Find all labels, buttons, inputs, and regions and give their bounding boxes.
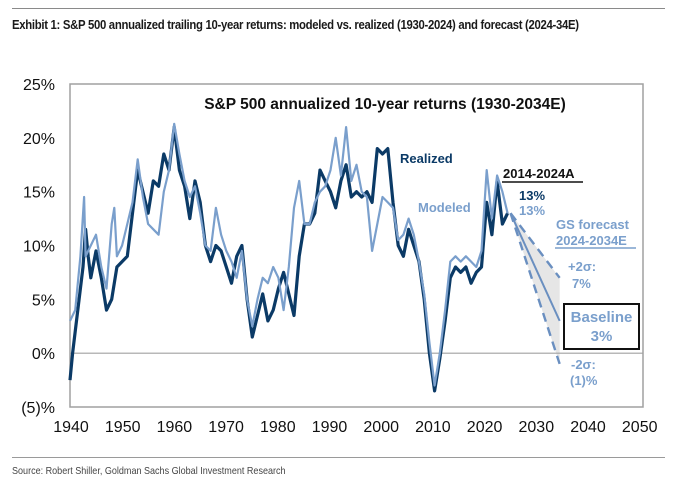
x-tick-label: 2000 (363, 419, 399, 436)
modeled-series-line (69, 122, 509, 387)
exhibit-title: Exhibit 1: S&P 500 annualized trailing 1… (12, 17, 579, 32)
x-tick-label: 2020 (467, 419, 503, 436)
x-tick-label: 1950 (105, 419, 141, 436)
bottom-rule (12, 457, 665, 458)
forecast-band (510, 213, 560, 364)
top-rule (12, 8, 665, 9)
x-tick-label: 2010 (415, 419, 451, 436)
x-tick-label: 1940 (53, 419, 89, 436)
forecast-label: GS forecast (556, 217, 630, 232)
x-tick-label: 2040 (570, 419, 606, 436)
x-tick-label: 1980 (260, 419, 296, 436)
baseline-box (563, 303, 640, 350)
baseline-label: Baseline (571, 309, 633, 326)
plot-frame (69, 83, 644, 408)
modeled-label: Modeled (418, 200, 471, 215)
modeled-value: 13% (519, 203, 545, 218)
plus2-value: 7% (572, 276, 591, 291)
period-label: 2014-2024A (503, 166, 575, 181)
y-tick-label: 20% (23, 131, 55, 148)
chart-title: S&P 500 annualized 10-year returns (1930… (204, 96, 566, 113)
realized-label: Realized (400, 151, 453, 166)
y-tick-label: (5)% (21, 400, 55, 417)
source-note: Source: Robert Shiller, Goldman Sachs Gl… (12, 465, 286, 477)
forecast-minus2-line (509, 212, 561, 365)
forecast-plus2-line (509, 212, 561, 279)
x-tick-label: 1970 (208, 419, 244, 436)
baseline-value: 3% (591, 328, 613, 345)
y-tick-label: 10% (23, 239, 55, 256)
y-tick-label: 5% (32, 292, 55, 309)
x-tick-label: 2030 (519, 419, 555, 436)
y-tick-label: 0% (32, 346, 55, 363)
plus2-label: +2σ: (568, 259, 596, 274)
x-tick-label: 1990 (312, 419, 348, 436)
forecast-period-label: 2024-2034E (556, 233, 627, 248)
minus2-value: (1)% (570, 373, 598, 388)
x-tick-label: 1960 (157, 419, 193, 436)
realized-value: 13% (519, 188, 545, 203)
y-tick-label: 25% (23, 77, 55, 94)
x-tick-label: 2050 (622, 419, 658, 436)
y-tick-label: 15% (23, 185, 55, 202)
minus2-label: -2σ: (571, 357, 596, 372)
forecast-baseline-line (509, 212, 561, 322)
